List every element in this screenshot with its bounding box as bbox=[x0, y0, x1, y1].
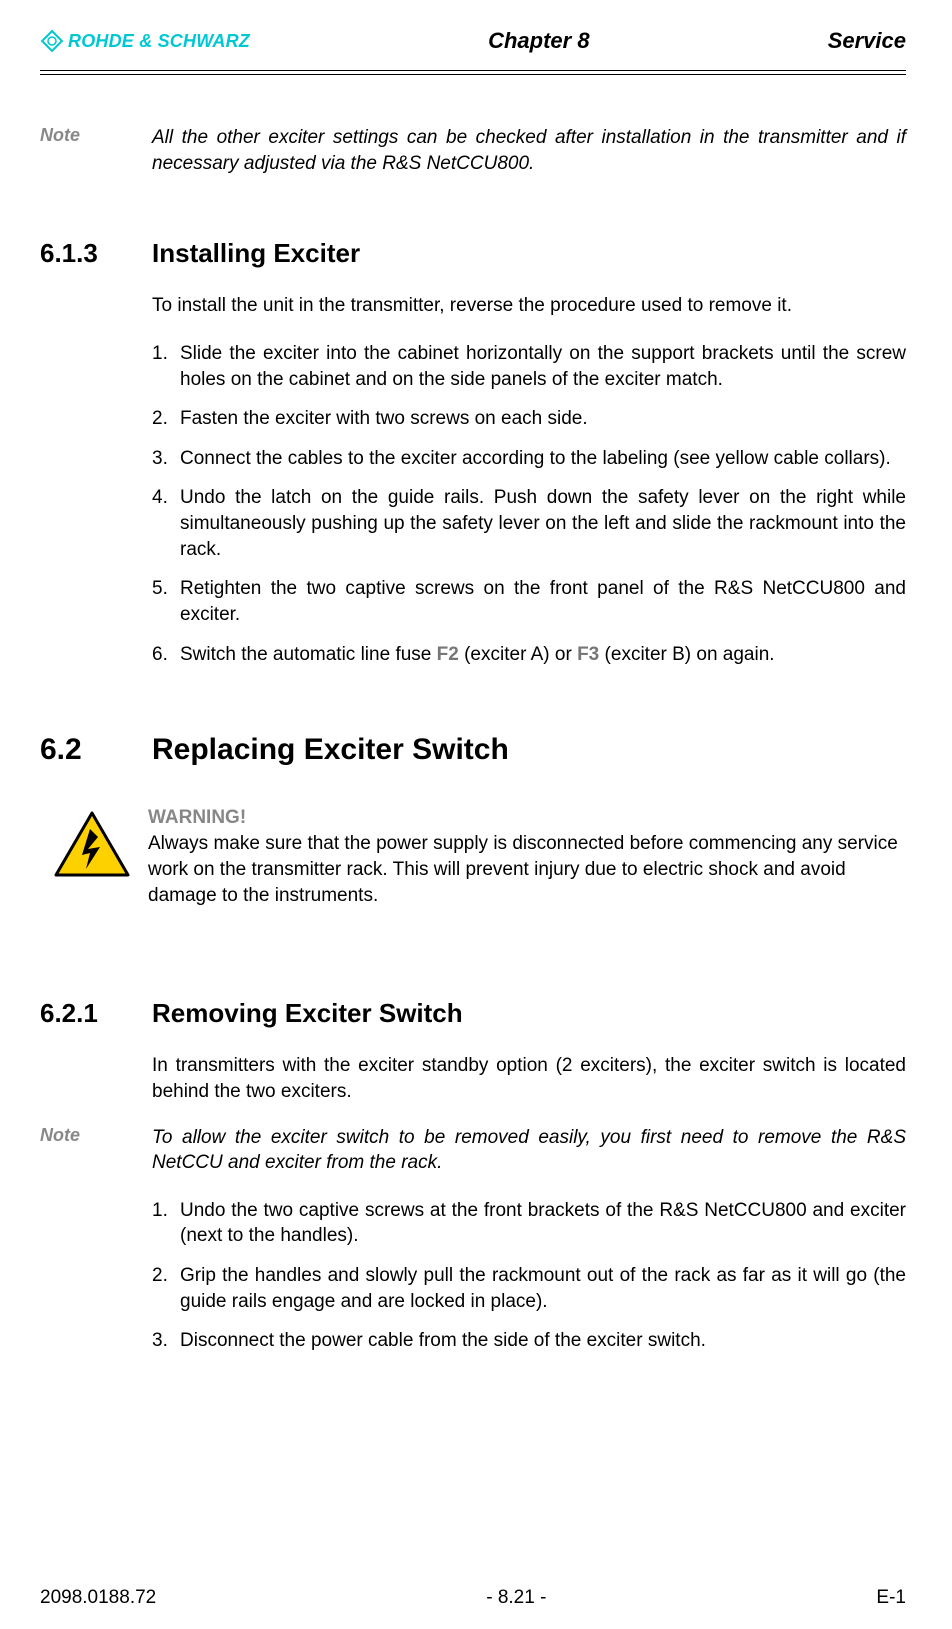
step-number: 2. bbox=[152, 1263, 180, 1314]
step6-mid: (exciter A) or bbox=[459, 644, 577, 665]
section-title: Removing Exciter Switch bbox=[152, 998, 463, 1029]
logo-text: ROHDE & SCHWARZ bbox=[68, 31, 250, 52]
step-number: 2. bbox=[152, 406, 180, 432]
section-heading-62: 6.2 Replacing Exciter Switch bbox=[40, 733, 906, 767]
list-item: 5.Retighten the two captive screws on th… bbox=[152, 576, 906, 627]
section-title: Installing Exciter bbox=[152, 238, 360, 269]
step-text: Undo the two captive screws at the front… bbox=[180, 1198, 906, 1249]
list-item: 3.Connect the cables to the exciter acco… bbox=[152, 446, 906, 472]
step-text: Undo the latch on the guide rails. Push … bbox=[180, 485, 906, 562]
warning-body: Always make sure that the power supply i… bbox=[148, 831, 906, 908]
steps-list-613: 1.Slide the exciter into the cabinet hor… bbox=[152, 341, 906, 667]
warning-icon bbox=[54, 811, 130, 879]
intro-text: In transmitters with the exciter standby… bbox=[152, 1053, 906, 1104]
section-intro: To install the unit in the transmitter, … bbox=[152, 293, 906, 319]
steps-list-621: 1.Undo the two captive screws at the fro… bbox=[152, 1198, 906, 1354]
section-heading-621: 6.2.1 Removing Exciter Switch bbox=[40, 998, 906, 1029]
section-number: 6.2 bbox=[40, 733, 128, 767]
note-text: To allow the exciter switch to be remove… bbox=[152, 1125, 906, 1176]
intro-text: To install the unit in the transmitter, … bbox=[152, 293, 906, 319]
section-number: 6.2.1 bbox=[40, 998, 128, 1029]
list-item: 6.Switch the automatic line fuse F2 (exc… bbox=[152, 642, 906, 668]
step-number: 1. bbox=[152, 1198, 180, 1249]
note-block: Note All the other exciter settings can … bbox=[40, 125, 906, 176]
note-label: Note bbox=[40, 125, 128, 176]
footer-right: E-1 bbox=[876, 1587, 906, 1609]
section-heading-613: 6.1.3 Installing Exciter bbox=[40, 238, 906, 269]
warning-text-block: WARNING! Always make sure that the power… bbox=[148, 807, 906, 908]
logo: ROHDE & SCHWARZ bbox=[40, 29, 250, 53]
step-text: Fasten the exciter with two screws on ea… bbox=[180, 406, 906, 432]
step6-pre: Switch the automatic line fuse bbox=[180, 644, 437, 665]
section-number: 6.1.3 bbox=[40, 238, 128, 269]
key-f2: F2 bbox=[437, 644, 459, 665]
step-number: 4. bbox=[152, 485, 180, 562]
step-text: Connect the cables to the exciter accord… bbox=[180, 446, 906, 472]
warning-block: WARNING! Always make sure that the power… bbox=[54, 807, 906, 908]
chapter-label: Chapter 8 bbox=[488, 28, 589, 54]
list-item: 1.Undo the two captive screws at the fro… bbox=[152, 1198, 906, 1249]
step-number: 3. bbox=[152, 1328, 180, 1354]
step-text: Grip the handles and slowly pull the rac… bbox=[180, 1263, 906, 1314]
header-rule bbox=[40, 70, 906, 75]
list-item: 1.Slide the exciter into the cabinet hor… bbox=[152, 341, 906, 392]
list-item: 2.Grip the handles and slowly pull the r… bbox=[152, 1263, 906, 1314]
list-item: 2.Fasten the exciter with two screws on … bbox=[152, 406, 906, 432]
step-text: Retighten the two captive screws on the … bbox=[180, 576, 906, 627]
page-header: ROHDE & SCHWARZ Chapter 8 Service bbox=[40, 28, 906, 64]
step-number: 1. bbox=[152, 341, 180, 392]
key-f3: F3 bbox=[577, 644, 599, 665]
note-block-2: Note To allow the exciter switch to be r… bbox=[40, 1125, 906, 1176]
list-item: 3.Disconnect the power cable from the si… bbox=[152, 1328, 906, 1354]
section-intro-621: In transmitters with the exciter standby… bbox=[152, 1053, 906, 1104]
step-number: 5. bbox=[152, 576, 180, 627]
step-text: Switch the automatic line fuse F2 (excit… bbox=[180, 642, 906, 668]
step-text: Disconnect the power cable from the side… bbox=[180, 1328, 906, 1354]
section-label: Service bbox=[828, 28, 906, 54]
page-footer: 2098.0188.72 - 8.21 - E-1 bbox=[40, 1587, 906, 1609]
list-item: 4.Undo the latch on the guide rails. Pus… bbox=[152, 485, 906, 562]
warning-title: WARNING! bbox=[148, 807, 906, 829]
section-title: Replacing Exciter Switch bbox=[152, 733, 509, 767]
step-number: 6. bbox=[152, 642, 180, 668]
footer-center: - 8.21 - bbox=[486, 1587, 546, 1609]
note-label: Note bbox=[40, 1125, 128, 1176]
note-text: All the other exciter settings can be ch… bbox=[152, 125, 906, 176]
step-number: 3. bbox=[152, 446, 180, 472]
logo-icon bbox=[40, 29, 64, 53]
step6-post: (exciter B) on again. bbox=[599, 644, 774, 665]
footer-left: 2098.0188.72 bbox=[40, 1587, 156, 1609]
step-text: Slide the exciter into the cabinet horiz… bbox=[180, 341, 906, 392]
